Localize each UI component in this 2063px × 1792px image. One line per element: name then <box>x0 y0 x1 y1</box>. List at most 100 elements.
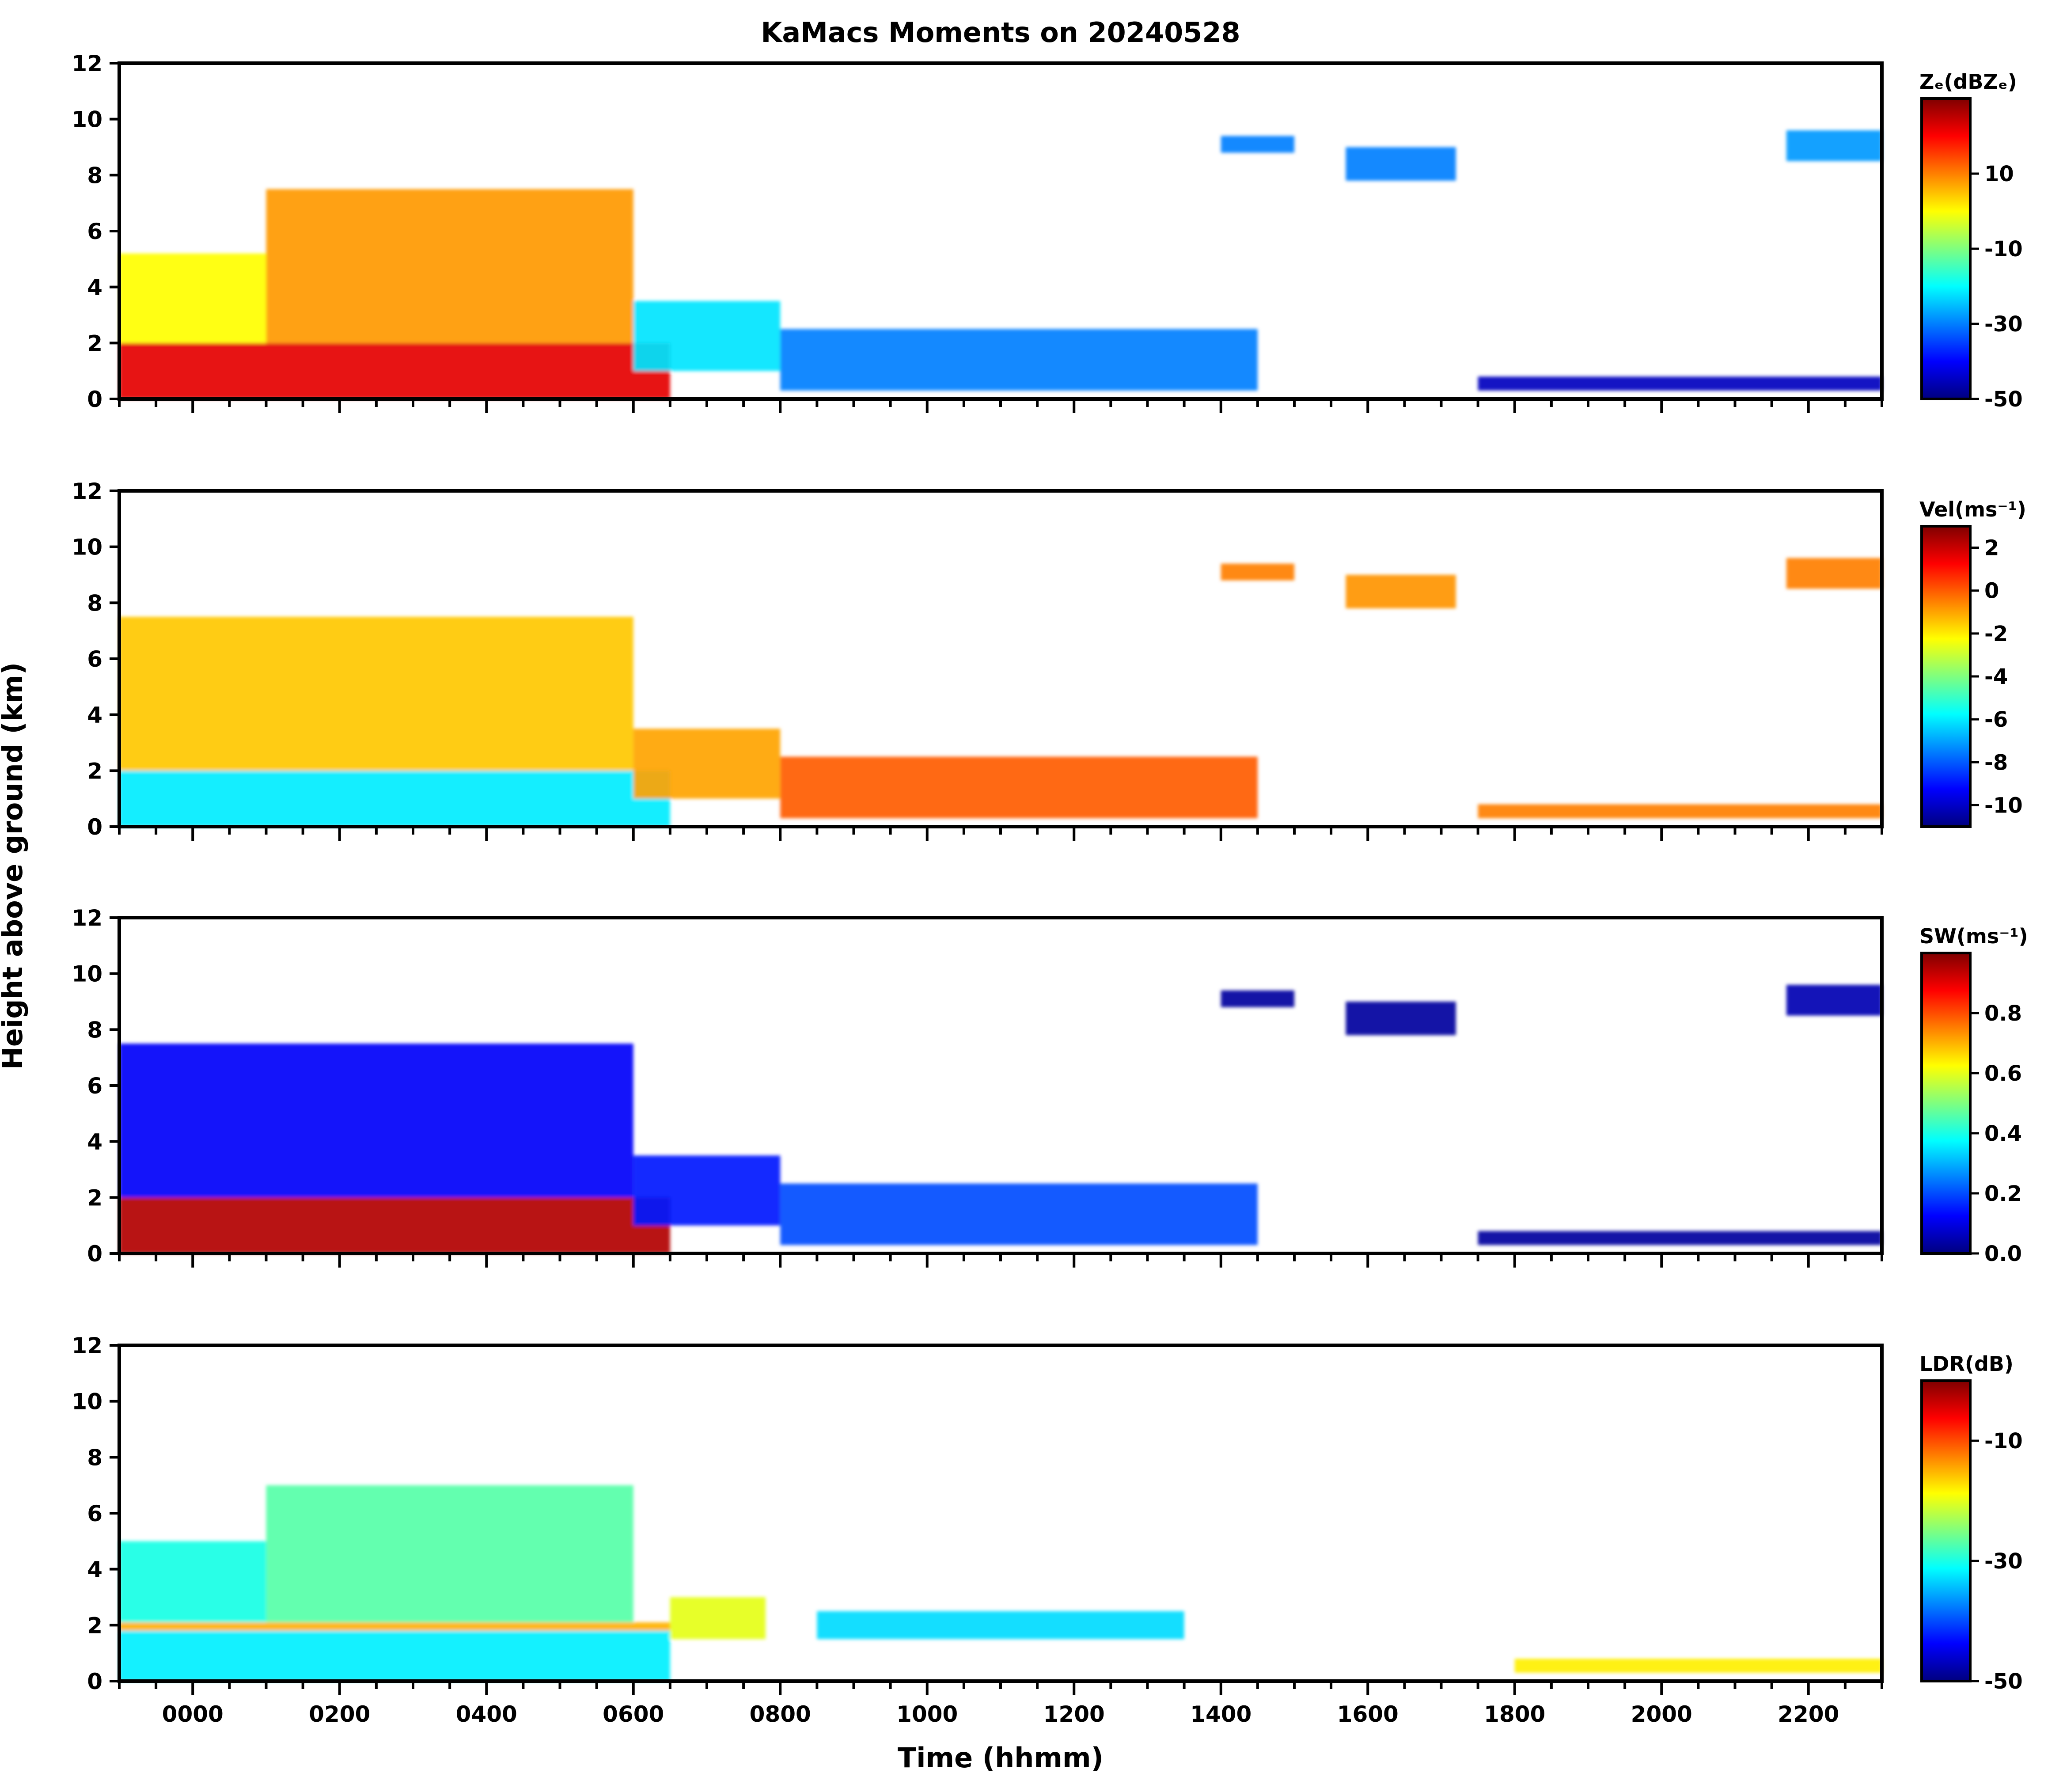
heatmap-region <box>633 1155 781 1226</box>
heatmap-region <box>119 771 670 827</box>
x-tick-label: 0400 <box>456 1701 517 1727</box>
heatmap-region <box>1346 1002 1456 1035</box>
heatmap-region <box>780 756 1258 818</box>
heatmap-regions <box>119 130 1882 399</box>
colorbar-tick-label: 0 <box>1984 579 1999 604</box>
y-tick-label: 2 <box>87 330 102 356</box>
x-tick-label: 2200 <box>1778 1701 1839 1727</box>
x-tick-label: 2000 <box>1631 1701 1692 1727</box>
heatmap-region <box>1478 376 1882 391</box>
y-tick-label: 12 <box>72 1333 102 1359</box>
heatmap-region <box>1346 575 1456 608</box>
x-tick-label: 1800 <box>1484 1701 1545 1727</box>
y-tick-label: 4 <box>87 702 102 728</box>
colorbar-tick-label: -10 <box>1984 793 2023 818</box>
x-tick-label: 1600 <box>1337 1701 1399 1727</box>
colorbar-tick-label: -2 <box>1984 622 2008 646</box>
y-tick-label: 10 <box>72 1389 102 1415</box>
heatmap-region <box>266 1485 633 1622</box>
y-tick-label: 4 <box>87 275 102 300</box>
y-tick-label: 10 <box>72 535 102 560</box>
heatmap-region <box>1221 990 1294 1007</box>
y-tick-label: 12 <box>72 905 102 931</box>
heatmap-region <box>1221 563 1294 581</box>
heatmap-region <box>119 1197 670 1253</box>
heatmap-region <box>1786 130 1882 161</box>
colorbar <box>1920 97 1972 400</box>
heatmap-region <box>119 343 670 399</box>
y-tick-label: 0 <box>87 1241 102 1267</box>
heatmap-region <box>780 329 1258 391</box>
panel-reflectivity: 0 2 4 6 8 10 12 Zₑ(dBZₑ) 10 -10 -30 -50 <box>72 51 2023 413</box>
colorbar-tick-label: -4 <box>1984 664 2008 689</box>
y-tick-label: 8 <box>87 1445 102 1470</box>
y-tick-label: 0 <box>87 387 102 412</box>
y-tick-label: 4 <box>87 1129 102 1155</box>
colorbar-tick-label: 2 <box>1984 536 1999 561</box>
colorbar-label: Zₑ(dBZₑ) <box>1919 70 2017 94</box>
y-tick-label: 12 <box>72 478 102 504</box>
y-tick-label: 2 <box>87 758 102 784</box>
heatmap-region <box>119 1044 633 1198</box>
colorbar-tick-label: -10 <box>1984 1429 2023 1454</box>
y-tick-label: 0 <box>87 1669 102 1694</box>
heatmap-region <box>1478 1231 1882 1245</box>
heatmap-region <box>817 1611 1184 1639</box>
colorbar-tick-label: -50 <box>1984 1669 2023 1694</box>
x-tick-label: 0800 <box>750 1701 811 1727</box>
colorbar-tick-label: -50 <box>1984 387 2023 412</box>
colorbar-tick-label: -30 <box>1984 312 2023 337</box>
colorbar-tick-label: -10 <box>1984 237 2023 262</box>
heatmap-regions <box>119 1485 1882 1681</box>
heatmap-region <box>633 729 781 799</box>
heatmap-region <box>780 1183 1258 1245</box>
colorbar-tick-label: -8 <box>1984 750 2008 775</box>
heatmap-region <box>119 1631 670 1681</box>
y-tick-label: 4 <box>87 1557 102 1583</box>
panel-spectrum-width: 0 2 4 6 8 10 12 SW(ms⁻¹) 0.8 0.6 0.4 0.2 0.0 <box>72 905 2028 1268</box>
heatmap-region <box>1786 558 1882 589</box>
colorbar-label: LDR(dB) <box>1919 1352 2014 1376</box>
x-tick-label: 1200 <box>1043 1701 1105 1727</box>
colorbar-tick-label: -30 <box>1984 1549 2023 1574</box>
heatmap-region <box>119 253 266 343</box>
heatmap-region <box>119 617 633 771</box>
y-tick-label: 8 <box>87 590 102 616</box>
colorbar-tick-label: 0.6 <box>1984 1061 2022 1086</box>
colorbar <box>1920 1379 1972 1682</box>
heatmap-region <box>1786 985 1882 1016</box>
y-tick-label: 10 <box>72 107 102 133</box>
y-tick-label: 6 <box>87 646 102 672</box>
colorbar-tick-label: -6 <box>1984 707 2008 732</box>
colorbar-label: SW(ms⁻¹) <box>1919 924 2028 948</box>
y-tick-label: 10 <box>72 961 102 987</box>
heatmap-region <box>266 189 633 343</box>
y-tick-label: 8 <box>87 163 102 188</box>
heatmap-regions <box>119 558 1882 827</box>
chart-title: KaMacs Moments on 20240528 <box>761 16 1240 49</box>
panel-velocity: 0 2 4 6 8 10 12 Vel(ms⁻¹) 2 0 -2 -4 -6 -8 -10 <box>72 478 2026 841</box>
x-axis-label: Time (hhmm) <box>898 1742 1104 1774</box>
y-tick-label: 8 <box>87 1017 102 1043</box>
heatmap-region <box>1514 1659 1882 1673</box>
heatmap-region <box>119 1622 670 1631</box>
colorbar <box>1920 952 1972 1255</box>
colorbar-tick-label: 0.0 <box>1984 1241 2022 1266</box>
heatmap-region <box>1221 136 1294 153</box>
heatmap-region <box>119 1541 266 1622</box>
colorbar-tick-label: 0.4 <box>1984 1121 2022 1146</box>
y-axis-label: Height above ground (km) <box>0 662 29 1070</box>
x-tick-label: 1000 <box>896 1701 958 1727</box>
colorbar-tick-label: 0.2 <box>1984 1181 2022 1206</box>
x-tick-label: 0600 <box>603 1701 664 1727</box>
heatmap-region <box>670 1597 766 1639</box>
panel-ldr: 0 2 4 6 8 10 12 0000 0200 0400 0600 0800 1000 1200 140… <box>72 1333 2022 1727</box>
x-tick-label: 0200 <box>309 1701 370 1727</box>
y-tick-label: 12 <box>72 51 102 76</box>
heatmap-region <box>1346 147 1456 181</box>
colorbar-tick-label: 10 <box>1984 162 2014 186</box>
y-tick-label: 2 <box>87 1613 102 1638</box>
heatmap-regions <box>119 985 1882 1253</box>
y-tick-label: 6 <box>87 1501 102 1526</box>
